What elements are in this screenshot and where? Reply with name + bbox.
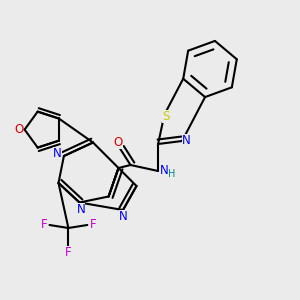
Text: F: F [89,218,96,231]
Text: N: N [182,134,191,147]
Text: N: N [118,209,127,223]
Text: F: F [65,246,72,259]
Text: F: F [41,218,47,231]
Text: S: S [162,110,169,123]
Text: N: N [53,147,62,160]
Text: N: N [76,202,85,216]
Text: H: H [168,169,175,179]
Text: O: O [114,136,123,149]
Text: N: N [160,164,169,177]
Text: O: O [14,123,23,136]
